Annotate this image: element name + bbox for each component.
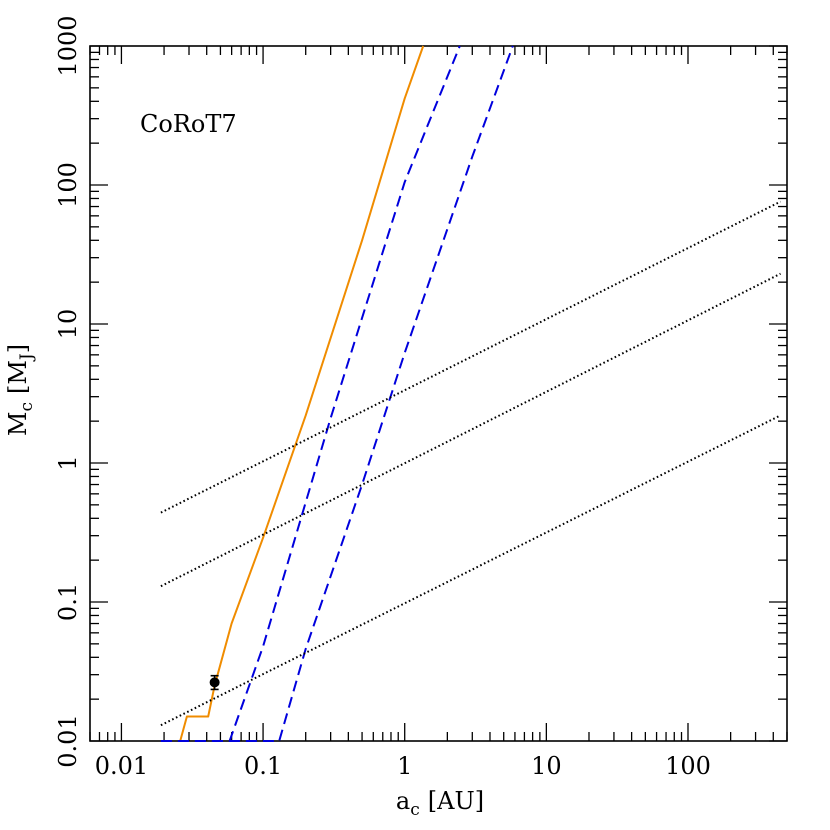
x-tick-label: 100 bbox=[665, 752, 711, 780]
data-point bbox=[209, 677, 220, 688]
y-axis-label-sub: c bbox=[17, 402, 37, 412]
data-points bbox=[209, 674, 220, 691]
solid-line-0 bbox=[179, 45, 425, 742]
x-tick-label: 0.01 bbox=[95, 752, 148, 780]
dotted-line-3 bbox=[160, 200, 781, 514]
x-tick-label: 1 bbox=[397, 752, 412, 780]
x-axis-label: ac [AU] bbox=[396, 787, 484, 820]
dashed-line-2 bbox=[160, 45, 514, 742]
y-tick-label: 1000 bbox=[54, 15, 82, 76]
y-axis-label-main: M bbox=[4, 412, 32, 437]
y-axis-label-unit-close: ] bbox=[4, 344, 32, 353]
x-tick-label: 10 bbox=[531, 752, 562, 780]
y-tick-label: 0.01 bbox=[54, 714, 82, 767]
x-axis-label-unit: [AU] bbox=[428, 787, 484, 815]
x-axis-label-sub: c bbox=[410, 800, 420, 820]
y-tick-label: 0.1 bbox=[54, 583, 82, 621]
y-axis-label: Mc [MJ] bbox=[4, 344, 37, 436]
y-tick-label: 1 bbox=[54, 455, 82, 470]
y-axis-label-unit-sub: J bbox=[17, 353, 37, 362]
axis-ticks bbox=[89, 45, 788, 742]
x-axis-label-main: a bbox=[396, 787, 410, 815]
plot-frame bbox=[89, 45, 788, 742]
y-axis-label-unit-open: [M bbox=[4, 360, 32, 394]
chart-annotation: CoRoT7 bbox=[140, 110, 237, 138]
dotted-line-4 bbox=[160, 272, 781, 588]
series-lines bbox=[160, 45, 781, 742]
tick-labels: 0.01 0.1 1 10 100 0.01 0.1 1 10 100 1000 bbox=[54, 15, 711, 780]
y-tick-label: 100 bbox=[54, 162, 82, 208]
y-tick-label: 10 bbox=[54, 309, 82, 340]
x-tick-label: 0.1 bbox=[244, 752, 282, 780]
dotted-line-5 bbox=[160, 414, 781, 727]
